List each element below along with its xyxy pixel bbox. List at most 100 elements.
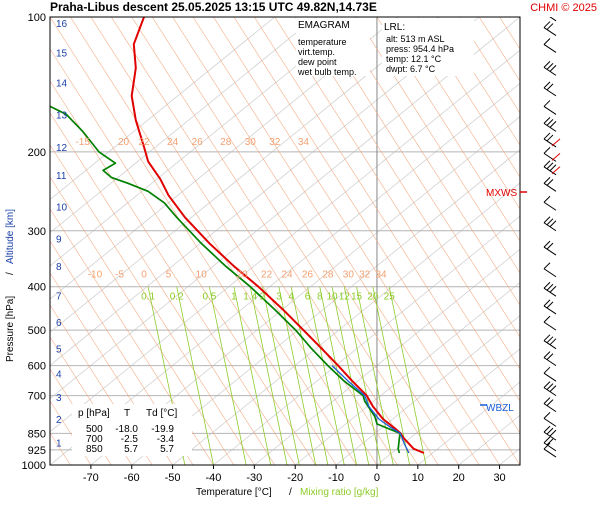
mixing-ratio-label: 12 [339,292,351,303]
y-tick-label: 400 [28,282,46,294]
isotherm-label: 24 [167,137,179,148]
wind-barb-feather [543,351,551,358]
isotherm-label: 0 [141,269,147,280]
x-tick-label: 20 [453,472,465,484]
adiabat-line [50,17,480,366]
mixing-ratio-label: 1 [231,292,237,303]
lrl-dewpoint: dwpt: 6.7 °C [386,64,436,74]
wind-barb [543,160,561,176]
table-cell: 700 [86,434,103,445]
wind-barb-feather [543,262,551,270]
isotherm-line [376,17,520,242]
x-axis-label-mixing: Mixing ratio [g/kg] [300,487,379,498]
wind-barb-feather [546,242,554,250]
wind-barb-staff [543,106,557,115]
isotherm-label: 24 [281,269,293,280]
y-axis-label-pressure: Pressure [hPa] [5,296,16,362]
wind-barb-feather [543,397,551,404]
isotherm-line [50,112,276,465]
plot-frame [49,16,521,466]
adiabat-line [50,49,520,433]
altitude-km-label: 1 [56,438,62,449]
mixing-ratio-label: 4 [288,292,294,303]
isotherm-line [172,17,459,465]
wind-barb-feather [543,117,551,124]
isotherm-label: 10 [196,269,208,280]
altitude-km-label: 12 [56,143,68,154]
isotherm-label: 34 [298,137,310,148]
mixing-ratio-line [249,286,288,465]
adiabat-line [417,381,520,465]
adiabat-line [172,182,520,465]
altitude-km-label: 14 [56,78,68,89]
x-tick-label: -40 [206,472,222,484]
wind-barb [543,366,557,382]
isotherm-line [50,336,132,465]
wind-barb-feather [546,83,554,91]
wind-barb-feather [546,23,554,30]
mixing-ratio-label: 1.4 [243,292,257,303]
adiabat-line [294,281,520,465]
isotherm-line [50,304,153,465]
chart-title: Praha-Libus descent 25.05.2025 13:15 UTC… [50,0,377,14]
wind-barb-staff [543,305,557,315]
altitude-km-label: 5 [56,345,62,356]
isotherm-line [50,368,112,465]
wind-barb-feather [549,65,557,72]
mixing-ratio-line [356,286,394,465]
wind-barb-staff [543,442,557,452]
wind-barb-feather [549,338,557,346]
isotherm-label: 32 [269,137,281,148]
legend-virt-temp: virt.temp. [298,47,335,57]
wind-barb-staff [543,87,557,97]
wind-barb [543,240,557,256]
adiabat-line [90,116,520,465]
wind-barb-feather [543,381,551,388]
wind-barb [543,61,557,76]
wind-barb [543,117,557,132]
x-tick-label: -10 [328,472,344,484]
isotherm-label: 26 [192,137,204,148]
series-temperature-line [130,17,425,454]
wind-barb-feather [543,281,551,289]
wind-barb-staff [543,448,557,458]
wind-barb-staff [543,321,557,331]
mixing-ratio-line [388,286,427,465]
isotherm-label: 28 [322,269,334,280]
wind-barb-staff [543,268,557,278]
isotherm-label: 26 [302,269,314,280]
altitude-km-label: 9 [56,234,62,245]
x-tick-label: -50 [165,472,181,484]
x-axis-title: Temperature [°C] / Mixing ratio [g/kg] [196,487,379,498]
wind-barb-feather [543,216,551,224]
y-axis-label-altitude: Altitude [km] [5,209,16,264]
altitude-km-label: 6 [56,318,62,329]
wind-barb [543,132,561,148]
isotherm-line [192,17,480,465]
mixing-ratio-line [208,286,247,465]
mixing-ratio-line [343,286,382,465]
altitude-km-label: 2 [56,415,62,426]
legend-temperature: temperature [298,37,347,47]
y-axis-title: Pressure [hPa] / Altitude [km] [5,209,16,362]
wind-barb-feather [543,100,551,107]
legend-heading: EMAGRAM [298,20,350,31]
y-tick-label: 925 [28,445,46,457]
wind-barb-feather [543,176,551,184]
wind-barb-feather [546,301,554,309]
wind-barb-staff [543,201,557,211]
x-tick-label: 10 [412,472,424,484]
wind-barb-staff [543,44,557,53]
wbzl-marker: WBZL [486,403,514,414]
wind-barb [543,262,557,278]
mxws-marker: MXWS [486,188,517,199]
y-tick-label: 300 [28,226,46,238]
wind-barb [543,436,557,452]
adiabat-line [50,82,520,465]
table-cell: -2.5 [121,434,139,445]
wind-barb-feather [543,147,551,154]
isotherm-label: 28 [220,137,232,148]
wind-barb-feather [546,383,554,390]
